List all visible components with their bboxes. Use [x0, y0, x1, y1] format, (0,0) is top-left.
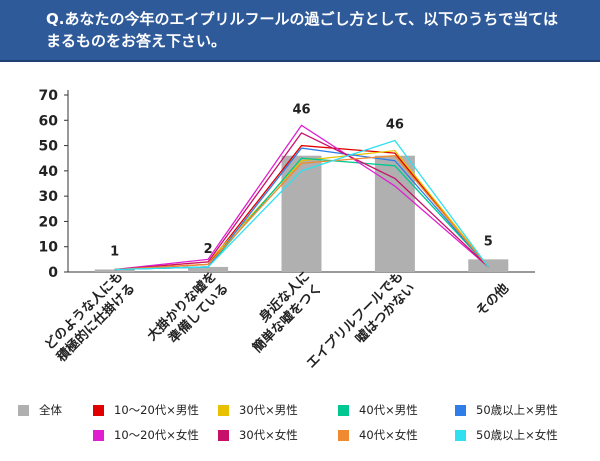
question-header: Q.あなたの今年のエイプリルフールの過ごし方として、以下のうちで当てはまるものを… [0, 0, 600, 62]
y-tick-label: 0 [48, 265, 58, 281]
legend-swatch [93, 404, 104, 416]
bar-data-label-1: 2 [204, 242, 213, 257]
x-tick-label-4: その他 [473, 280, 512, 319]
legend-label: 30代×男性 [239, 403, 298, 417]
bar-data-label-3: 46 [386, 118, 404, 133]
legend-item-1: 10～20代×男性 [93, 401, 199, 419]
legend-label: 全体 [39, 403, 62, 417]
y-tick-label: 60 [39, 113, 59, 129]
question-text: Q.あなたの今年のエイプリルフールの過ごし方として、以下のうちで当てはまるものを… [46, 10, 558, 50]
legend-swatch [218, 429, 229, 441]
legend-label: 40代×男性 [359, 403, 418, 417]
legend-item-7: 40代×女性 [338, 426, 418, 444]
y-tick-label: 40 [39, 164, 59, 180]
bar-data-label-4: 5 [484, 234, 493, 249]
series-line-5 [114, 132, 489, 271]
bar-4 [468, 259, 509, 272]
x-tick-label-line: エイプリルフールでも [304, 269, 407, 372]
legend-item-5: 10～20代×女性 [93, 426, 199, 444]
legend-item-0: 全体 [18, 401, 62, 419]
bar-0 [94, 269, 135, 272]
bar-1 [188, 266, 229, 272]
legend-swatch [18, 404, 29, 416]
series-line-7 [114, 139, 489, 271]
legend-label: 30代×女性 [239, 428, 298, 442]
legend-swatch [338, 404, 349, 416]
legend-item-2: 30代×男性 [218, 401, 298, 419]
y-tick-label: 20 [39, 214, 59, 230]
legend-item-3: 40代×男性 [338, 401, 418, 419]
legend-label: 40代×女性 [359, 428, 418, 442]
legend-swatch [338, 429, 349, 441]
legend-swatch [455, 404, 466, 416]
legend-label: 50歳以上×男性 [476, 403, 558, 417]
y-tick-label: 10 [39, 240, 59, 256]
legend-label: 10～20代×女性 [114, 428, 199, 442]
legend-item-8: 50歳以上×女性 [455, 426, 558, 444]
legend-item-6: 30代×女性 [218, 426, 298, 444]
series-line-4 [114, 124, 489, 271]
legend-swatch [218, 404, 229, 416]
legend-label: 10～20代×男性 [114, 403, 199, 417]
legend-item-4: 50歳以上×男性 [455, 401, 558, 419]
x-tick-label-line: その他 [473, 280, 512, 319]
legend-swatch [455, 429, 466, 441]
bar-data-label-2: 46 [292, 102, 310, 117]
y-tick-label: 50 [39, 139, 59, 155]
y-tick-label: 30 [39, 189, 59, 205]
legend-label: 50歳以上×女性 [476, 428, 558, 442]
bar-data-label-0: 1 [110, 244, 119, 259]
series-line-6 [114, 155, 489, 271]
y-tick-label: 70 [39, 88, 59, 104]
bar-2 [281, 155, 322, 272]
legend-swatch [93, 429, 104, 441]
legend: 全体 10～20代×男性 30代×男性 40代×男性 50歳以上×男性 10～20代×女性… [18, 395, 588, 455]
